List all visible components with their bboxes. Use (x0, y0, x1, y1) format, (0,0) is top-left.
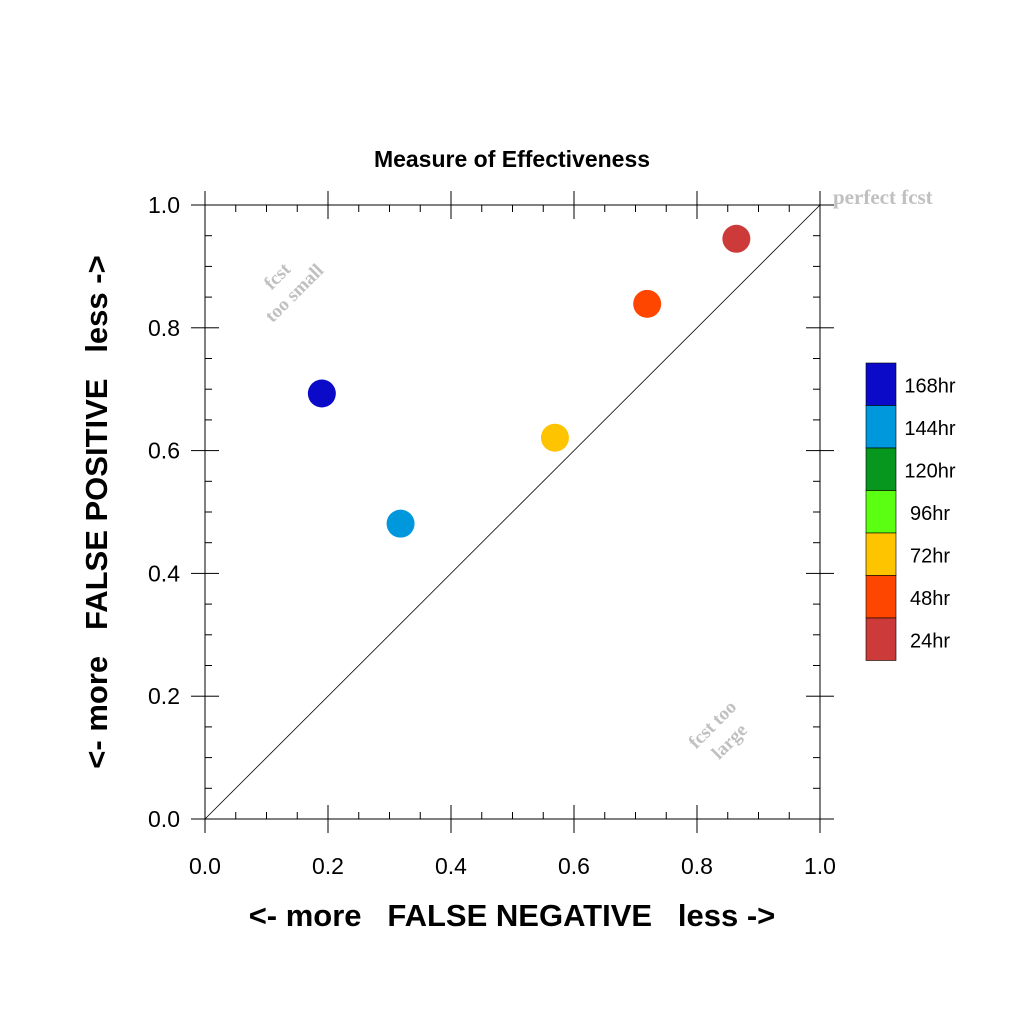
annotation-fcst-too-large: fcst too large (685, 697, 752, 764)
x-tick-label: 0.8 (681, 853, 713, 879)
legend-label-24hr: 24hr (910, 630, 950, 652)
point-72hr (540, 423, 569, 452)
legend-label-144hr: 144hr (904, 418, 955, 440)
legend-swatch-120hr (865, 447, 897, 491)
x-tick-label: 0.2 (312, 853, 344, 879)
x-tick-label: 0.4 (435, 853, 467, 879)
plot-area: 0.0 0.2 0.4 0.6 0.8 1.0 0.0 0.2 0.4 0.6 0.8 1.0 (148, 191, 836, 879)
y-axis-label: <- more FALSE POSITIVE less -> (79, 255, 114, 768)
chart-title: Measure of Effectiveness (374, 146, 650, 172)
legend: 168hr 144hr 120hr 96hr 72hr 48hr 24hr (865, 362, 956, 661)
legend-swatch-72hr (865, 532, 897, 576)
point-24hr (722, 224, 751, 253)
legend-label-72hr: 72hr (910, 545, 950, 567)
annotation-perfect-fcst: perfect fcst (833, 185, 933, 209)
legend-label-96hr: 96hr (910, 503, 950, 525)
legend-swatch-96hr (865, 490, 897, 534)
y-tick-labels: 0.0 0.2 0.4 0.6 0.8 1.0 (148, 192, 180, 832)
legend-swatch-168hr (865, 362, 897, 406)
scatter-points (307, 224, 751, 538)
y-tick-label: 0.6 (148, 438, 180, 464)
perfect-forecast-diagonal (204, 204, 821, 820)
legend-label-48hr: 48hr (910, 588, 950, 610)
legend-swatch-144hr (865, 405, 897, 449)
legend-label-120hr: 120hr (904, 460, 955, 482)
y-tick-label: 1.0 (148, 192, 180, 218)
x-tick-label: 1.0 (804, 853, 836, 879)
x-axis-label: <- more FALSE NEGATIVE less -> (249, 898, 776, 933)
x-tick-labels: 0.0 0.2 0.4 0.6 0.8 1.0 (189, 853, 836, 879)
x-tick-label: 0.6 (558, 853, 590, 879)
y-tick-label: 0.4 (148, 560, 180, 586)
annotation-fcst-too-small: fcst too small (260, 259, 328, 327)
y-tick-label: 0.2 (148, 683, 180, 709)
y-tick-label: 0.8 (148, 315, 180, 341)
legend-swatch-24hr (865, 617, 897, 661)
legend-label-168hr: 168hr (904, 375, 955, 397)
point-144hr (386, 509, 415, 538)
axis-ticks (191, 191, 834, 833)
y-tick-label: 0.0 (148, 806, 180, 832)
legend-swatch-48hr (865, 575, 897, 619)
point-168hr (307, 379, 336, 408)
point-48hr (633, 289, 662, 318)
x-tick-label: 0.0 (189, 853, 221, 879)
